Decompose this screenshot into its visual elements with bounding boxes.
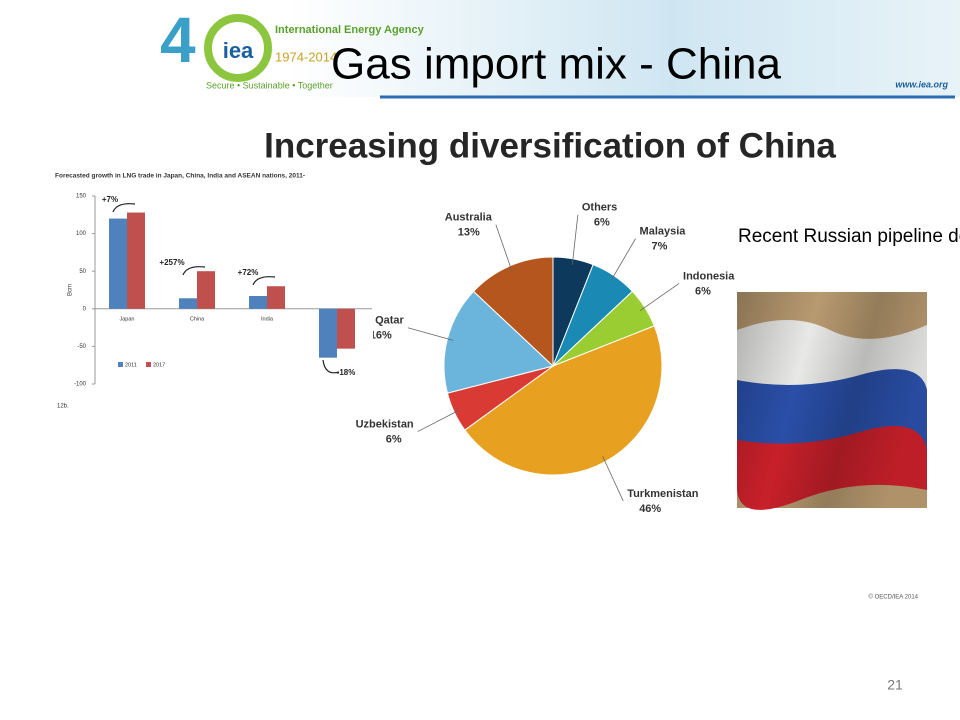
subtitle: Increasing diversification of China [264,126,836,165]
copyright: © OECD/IEA 2014 [869,594,919,601]
pie-slice [472,256,554,368]
y-tick-label: 50 [79,269,86,275]
growth-arrow [252,276,276,286]
pie-label: Turkmenistan [627,488,699,500]
growth-annotation: +257% [159,258,184,267]
x-tick-label: Japan [120,316,135,322]
legend-swatch [118,362,123,367]
growth-arrow [322,359,340,374]
flag-photo [737,292,927,510]
leader-line [602,456,624,502]
bar [267,286,285,309]
growth-arrow [182,266,206,276]
bar [249,296,267,309]
logo-iea: iea [223,38,254,63]
pie-slice [464,325,663,476]
header-agency: International Energy Agency [275,24,425,36]
y-tick-label: 0 [83,306,87,312]
header-years: 1974-2014 [275,49,337,64]
legend-label: 2017 [153,362,165,368]
pie-value-label: 6% [695,285,711,297]
leader-line [495,224,513,272]
bar [179,298,197,309]
y-tick-label: -50 [77,344,86,350]
header-bg [0,0,960,97]
logo-ring [204,14,272,82]
pie-value-label: 6% [594,217,610,229]
logo-4: 4 [160,4,196,76]
leader-line [407,327,454,341]
leader-line [417,409,460,432]
pie-value-label: 6% [386,433,402,445]
leader-line [639,283,680,312]
bar [127,212,145,309]
pie-label: Australia [445,212,493,224]
pie-label: Qatar [375,315,404,327]
leader-line [610,238,636,282]
y-tick-label: 100 [76,231,87,237]
legend-label: 2011 [125,362,137,368]
photo-caption: Recent Russian pipeline deal [738,226,960,247]
header-motto: Secure • Sustainable • Together [206,80,333,90]
y-tick-label: 150 [76,194,87,200]
pie-value-label: 13% [458,227,480,239]
x-tick-label: India [261,316,274,322]
growth-arrow [112,203,136,213]
page-number: 21 [887,677,903,693]
leader-line [571,214,579,265]
bar [319,308,337,358]
footnote: 12b. [57,404,69,410]
y-axis-label: Bcm [68,284,74,296]
slide-title: Gas import mix - China [331,40,781,89]
pie-value-label: 46% [639,503,661,515]
bar [337,308,355,349]
x-tick-label: China [190,316,205,322]
photo-shade [737,292,927,508]
growth-annotation: +72% [238,268,259,277]
pie-label: Uzbekistan [356,418,414,430]
y-tick-label: -100 [74,382,87,388]
growth-annotation: +7% [102,195,118,204]
pie-label: Others [582,202,617,214]
pie-value-label: 7% [652,241,668,253]
bar [197,271,215,309]
pie-label: Malaysia [640,226,687,238]
bar-chart-title: Forecasted growth in LNG trade in Japan,… [55,173,305,180]
pie-label: Indonesia [683,270,735,282]
legend-swatch [146,362,151,367]
pie-value-label: 16% [370,330,392,342]
header-url: www.iea.org [895,79,948,89]
bar [109,218,127,309]
growth-annotation: -18% [337,368,356,377]
